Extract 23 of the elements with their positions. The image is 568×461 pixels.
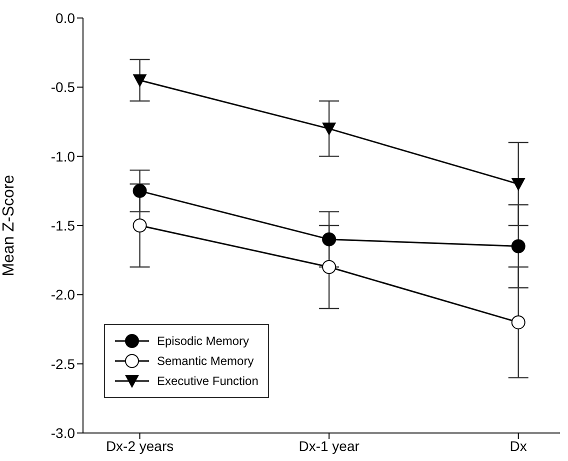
y-tick-label: -2.5: [50, 356, 76, 372]
y-tick-label: -2.0: [50, 286, 76, 303]
y-tick-label: -3.0: [50, 424, 76, 441]
x-tick-label: Dx-1 year: [298, 438, 360, 454]
point: [132, 74, 147, 88]
point: [511, 315, 526, 330]
y-axis-title: Mean Z-Score: [0, 174, 18, 276]
y-tick-label: 0.0: [56, 10, 76, 26]
point: [322, 260, 336, 274]
legend-label: Executive Function: [157, 374, 258, 388]
x-tick-label: Dx: [510, 438, 527, 454]
legend-label: Episodic Memory: [157, 334, 250, 348]
point: [322, 122, 336, 136]
y-tick-label: -1.5: [50, 217, 76, 234]
point: [511, 178, 526, 191]
x-tick-label: Dx-2 years: [106, 438, 174, 454]
y-tick-label: -0.5: [50, 79, 76, 96]
point: [511, 239, 526, 254]
y-tick-label: -1.0: [50, 148, 76, 164]
legend-label: Semantic Memory: [157, 354, 254, 368]
point: [322, 232, 336, 246]
point: [132, 184, 147, 198]
point: [132, 218, 147, 232]
